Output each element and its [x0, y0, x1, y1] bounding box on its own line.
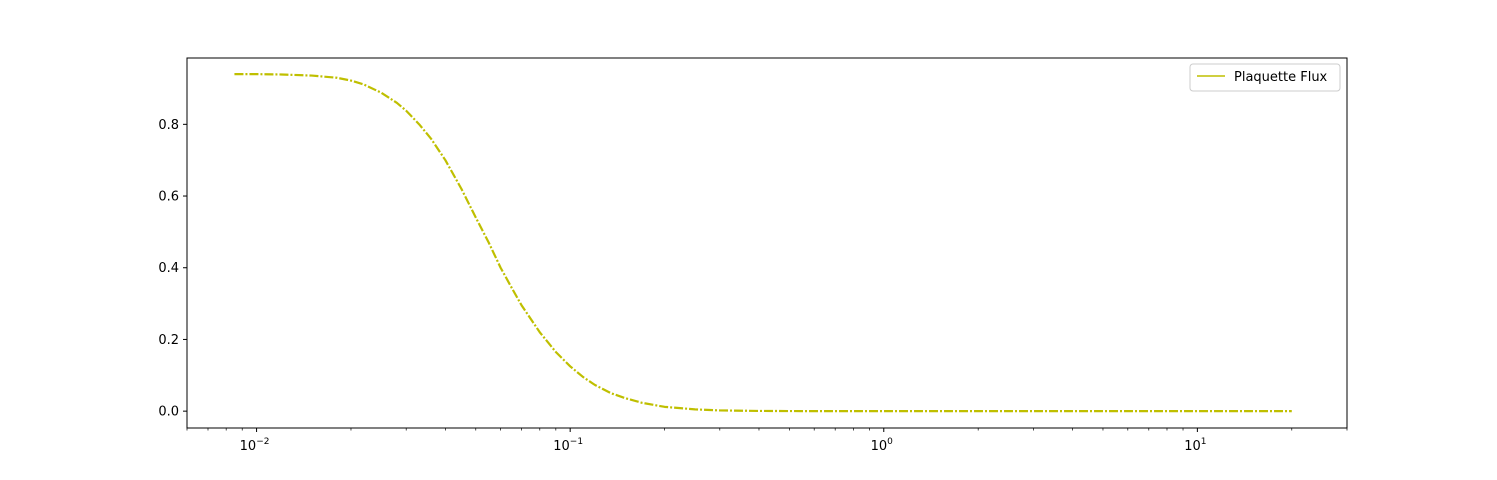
y-tick-label-2: 0.4 [158, 261, 179, 276]
y-tick-label-1: 0.2 [158, 333, 179, 348]
x-tick-label-1: 10−1 [553, 437, 583, 454]
legend-box [1189, 63, 1341, 92]
series-layer [234, 73, 1292, 413]
x-tick-label-3: 101 [1184, 437, 1206, 454]
y-axis: 0.0 0.2 0.4 0.6 0.8 [158, 118, 187, 420]
legend: Plaquette Flux [1189, 63, 1341, 92]
y-tick-label-0: 0.0 [158, 405, 179, 420]
x-axis: 10−2 10−1 100 101 [186, 428, 1348, 454]
plot-area-frame [186, 57, 1348, 429]
y-tick-label-3: 0.6 [158, 190, 179, 205]
x-tick-label-2: 100 [871, 437, 894, 454]
x-tick-label-0: 10−2 [240, 437, 270, 454]
y-tick-label-4: 0.8 [158, 118, 179, 133]
series-line-0 [234, 73, 1292, 413]
legend-label: Plaquette Flux [1234, 70, 1328, 85]
